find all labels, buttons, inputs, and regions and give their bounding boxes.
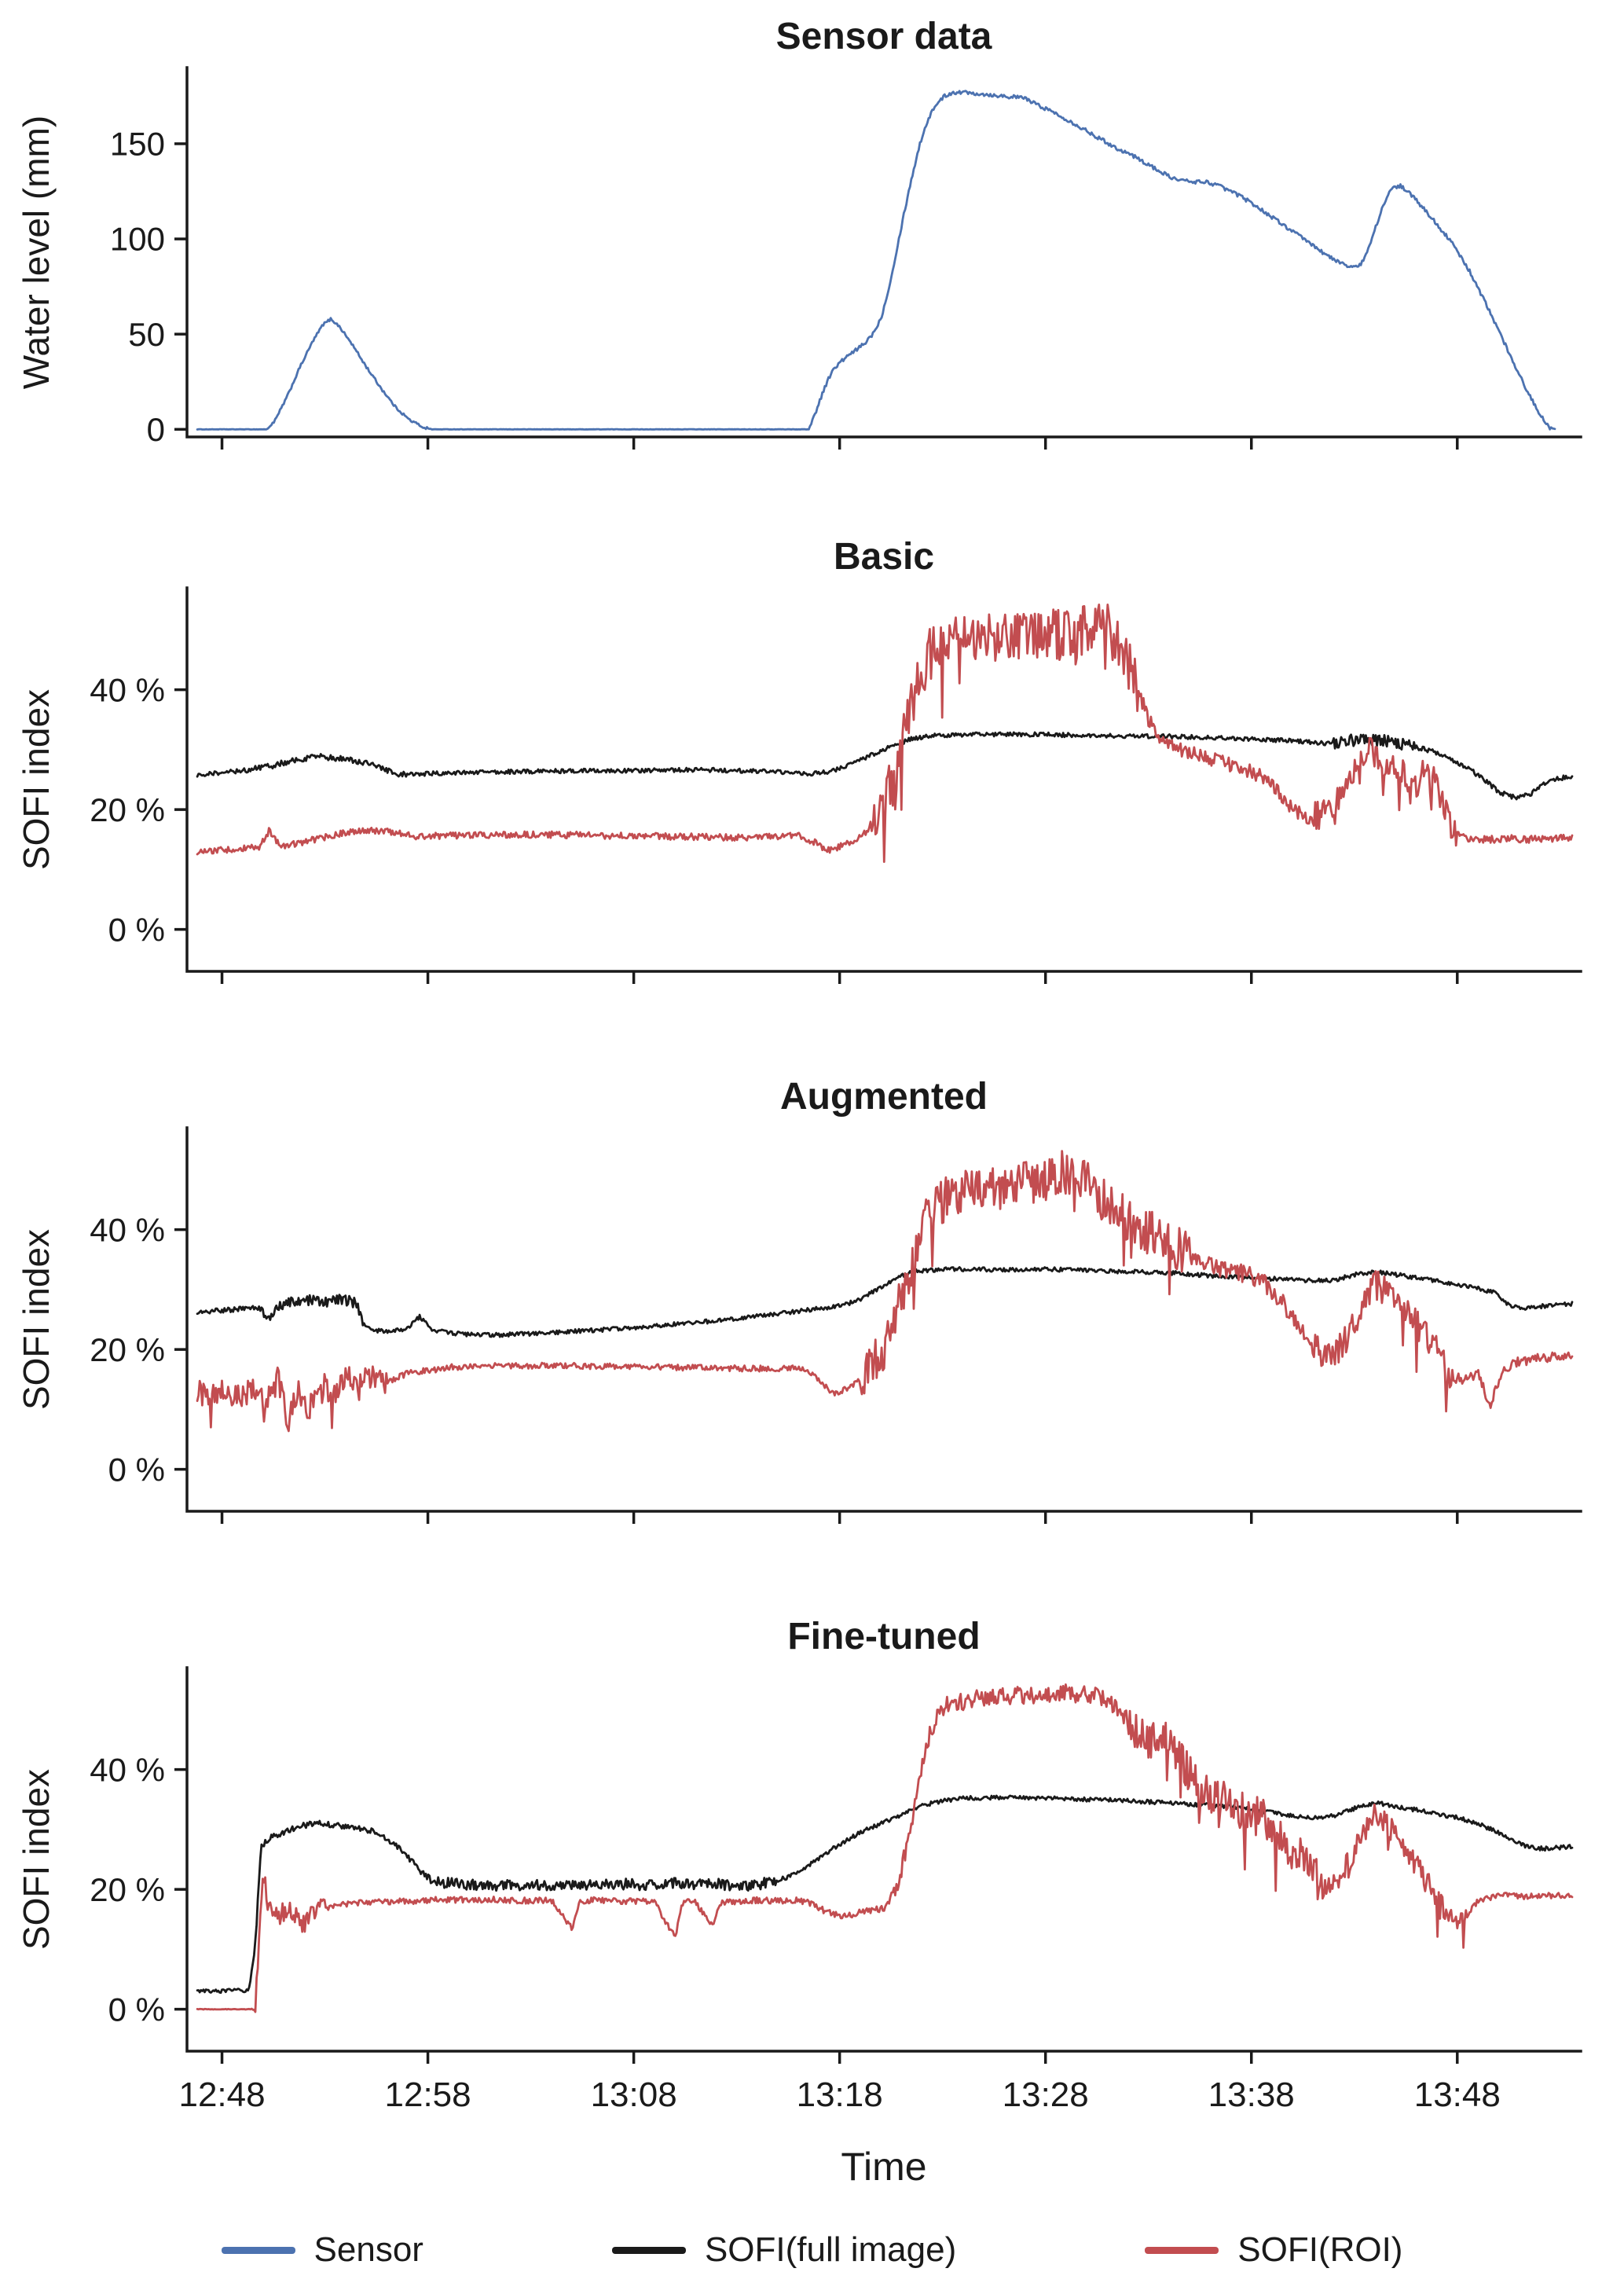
y-tick-label: 100 — [110, 221, 165, 258]
sofi-full-image-line-swatch — [611, 2246, 686, 2254]
y-axis-label: Water level (mm) — [16, 116, 57, 389]
y-tick-label: 40 % — [90, 1751, 165, 1788]
y-tick-label: 0 % — [108, 1451, 165, 1488]
fine-tuned-plot: 0 % 20 % 40 % 12:48 12:58 13:08 13:18 13:28 13:3… — [16, 1666, 1582, 2114]
y-tick-label: 50 — [128, 316, 165, 353]
x-tick-label: 13:28 — [1003, 2076, 1089, 2114]
y-tick-label: 20 % — [90, 1331, 165, 1368]
y-tick-label: 150 — [110, 126, 165, 163]
axis-spines — [185, 1666, 1582, 2053]
y-axis-label: SOFI index — [16, 1229, 57, 1410]
panel-title-fine-tuned: Fine-tuned — [787, 1616, 981, 1657]
y-tick-label: 0 % — [108, 911, 165, 948]
y-axis-label: SOFI index — [16, 689, 57, 870]
y-tick-label: 0 — [147, 411, 165, 448]
y-tick-label: 40 % — [90, 671, 165, 708]
y-axis-label: SOFI index — [16, 1769, 57, 1950]
x-tick-label: 13:08 — [591, 2076, 677, 2114]
sofi-roi-line-swatch — [1145, 2246, 1219, 2254]
legend-label-full-image: SOFI(full image) — [704, 2230, 957, 2269]
x-tick-label: 13:48 — [1414, 2076, 1501, 2114]
y-tick-label: 20 % — [90, 791, 165, 828]
series-sofi-full-image- — [196, 731, 1574, 801]
legend-label-sensor: Sensor — [313, 2230, 423, 2269]
legend-item-roi: SOFI(ROI) — [1145, 2230, 1402, 2270]
sensor-data-plot: 0 50 100 150 Water level (mm) — [16, 66, 1582, 450]
y-tick-label: 40 % — [90, 1211, 165, 1248]
panel-title-sensor: Sensor data — [775, 16, 992, 57]
axis-spines — [185, 1126, 1582, 1513]
legend-label-roi: SOFI(ROI) — [1237, 2230, 1403, 2269]
augmented-plot: 0 % 20 % 40 % SOFI index — [16, 1126, 1582, 1524]
series-sofi-full-image- — [196, 1794, 1574, 1995]
panel-title-basic: Basic — [833, 536, 935, 578]
panel-title-augmented: Augmented — [780, 1076, 988, 1118]
legend-item-sensor: Sensor — [221, 2230, 423, 2270]
sensor-line-swatch — [221, 2246, 295, 2254]
legend: Sensor SOFI(full image) SOFI(ROI) — [0, 2230, 1624, 2270]
y-tick-label: 0 % — [108, 1991, 165, 2028]
x-tick-label: 12:58 — [385, 2076, 471, 2114]
x-axis-label: Time — [841, 2145, 927, 2189]
series-sofi-roi- — [196, 604, 1574, 863]
basic-plot: 0 % 20 % 40 % SOFI index — [16, 586, 1582, 984]
legend-item-full-image: SOFI(full image) — [611, 2230, 957, 2270]
series-sofi-roi- — [196, 1150, 1574, 1433]
x-tick-label: 13:18 — [797, 2076, 883, 2114]
x-tick-label: 13:38 — [1208, 2076, 1295, 2114]
axis-spines — [185, 66, 1582, 439]
y-tick-label: 20 % — [90, 1871, 165, 1908]
series-sofi-roi- — [196, 1683, 1574, 2013]
series-sensor — [196, 90, 1556, 431]
series-sofi-full-image- — [196, 1266, 1574, 1338]
x-tick-label: 12:48 — [178, 2076, 265, 2114]
axis-spines — [185, 586, 1582, 973]
